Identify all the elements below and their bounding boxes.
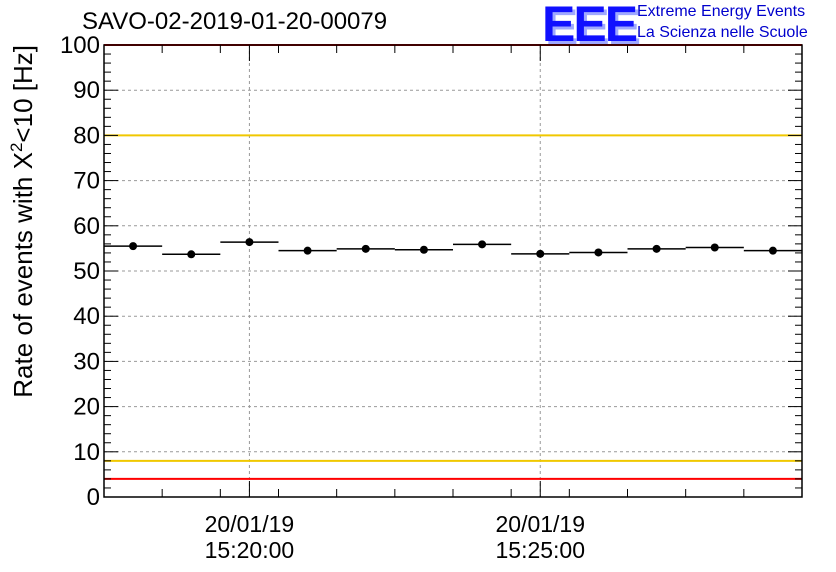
y-tick-label-0: 0 xyxy=(87,484,100,511)
data-point-8 xyxy=(594,248,603,257)
reference-lines xyxy=(104,44,802,480)
data-point-0 xyxy=(129,242,138,251)
x-tick-label-date-1: 20/01/19 xyxy=(495,511,585,537)
y-tick-label-90: 90 xyxy=(73,77,100,104)
logo-subtitle-2: La Scienza nelle Scuole xyxy=(637,24,808,41)
data-point-4 xyxy=(361,244,370,253)
y-tick-label-20: 20 xyxy=(73,394,100,421)
data-points xyxy=(104,238,802,259)
data-point-7 xyxy=(536,249,545,258)
data-point-2 xyxy=(245,238,254,247)
data-point-9 xyxy=(652,244,661,253)
eee-logo: EEE xyxy=(542,0,638,52)
y-tick-label-70: 70 xyxy=(73,168,100,195)
logo-subtitle-1: Extreme Energy Events xyxy=(637,3,806,20)
y-tick-label-40: 40 xyxy=(73,303,100,330)
y-tick-label-100: 100 xyxy=(60,32,100,59)
x-tick-label-time-0: 15:20:00 xyxy=(205,537,295,563)
axis-labels: 010203040506070809010020/01/1915:20:0020… xyxy=(7,32,585,563)
y-tick-label-10: 10 xyxy=(73,439,100,466)
data-point-1 xyxy=(187,250,196,259)
data-point-10 xyxy=(710,243,719,252)
chart-title: SAVO-02-2019-01-20-00079 xyxy=(82,8,388,35)
y-tick-label-60: 60 xyxy=(73,213,100,240)
y-axis-label-main: Rate of events with X xyxy=(8,152,38,398)
data-point-3 xyxy=(303,246,312,255)
grid-layer xyxy=(104,45,802,497)
x-tick-label-time-1: 15:25:00 xyxy=(495,537,585,563)
data-point-11 xyxy=(768,246,777,255)
y-axis-label-superscript: 2 xyxy=(7,143,26,152)
x-tick-label-date-0: 20/01/19 xyxy=(205,511,295,537)
y-tick-label-80: 80 xyxy=(73,122,100,149)
data-point-6 xyxy=(478,240,487,249)
y-axis-label-tail: <10 [Hz] xyxy=(8,45,38,143)
y-tick-label-30: 30 xyxy=(73,348,100,375)
axis-ticks xyxy=(103,44,803,498)
y-tick-label-50: 50 xyxy=(73,258,100,285)
data-point-5 xyxy=(419,245,428,254)
y-axis-label: Rate of events with X2<10 [Hz] xyxy=(7,45,38,398)
